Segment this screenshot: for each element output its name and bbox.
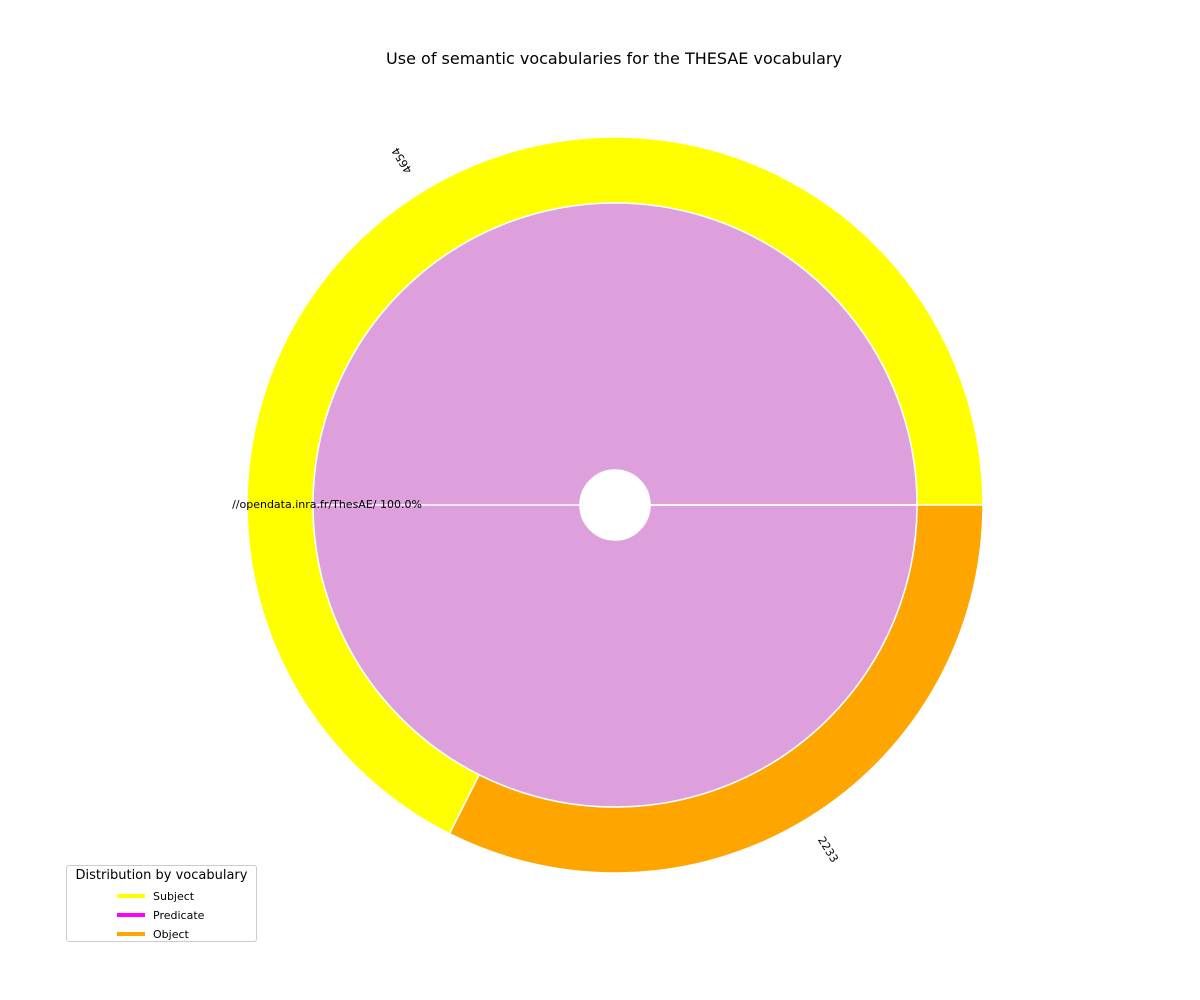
legend-entry-subject: Subject	[117, 889, 194, 903]
outer-slice-label-1: 2233	[815, 834, 841, 865]
legend-label-object: Object	[153, 927, 189, 941]
legend-title: Distribution by vocabulary	[75, 868, 248, 883]
legend-entry-predicate: Predicate	[117, 908, 204, 922]
legend: Distribution by vocabulary Subject Predi…	[66, 865, 257, 942]
legend-entry-object: Object	[117, 927, 189, 941]
outer-slice-label-0: 4654	[389, 145, 415, 176]
inner-slice-0	[312, 202, 918, 808]
legend-swatch-subject	[117, 894, 145, 898]
legend-label-subject: Subject	[153, 889, 195, 903]
legend-swatch-object	[117, 932, 145, 936]
legend-label-predicate: Predicate	[153, 908, 205, 922]
inner-labels: //opendata.inra.fr/ThesAE/ 100.0%	[232, 498, 422, 511]
inner-slice-label-0: //opendata.inra.fr/ThesAE/ 100.0%	[232, 498, 422, 511]
inner-ring	[312, 202, 918, 808]
legend-swatch-predicate	[117, 913, 145, 917]
chart-title: Use of semantic vocabularies for the THE…	[386, 49, 842, 68]
